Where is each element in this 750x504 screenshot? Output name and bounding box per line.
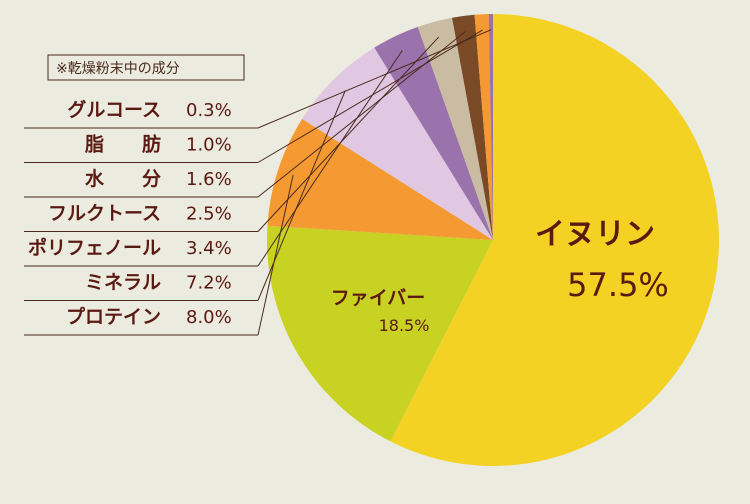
note-text: ※乾燥粉末中の成分 (56, 61, 180, 77)
pie-slice-8 (474, 14, 493, 241)
legend-name-7: 水 分 (85, 168, 161, 190)
inner-label-name-1: イヌリン (535, 217, 655, 252)
legend-name-9: グルコース (67, 98, 161, 121)
legend-name-3: プロテイン (66, 305, 161, 328)
pie-slice-2 (267, 225, 493, 442)
legend-value-5: 3.4% (186, 238, 232, 259)
inner-label-value-1: 57.5% (567, 266, 669, 304)
pie-slice-6 (417, 17, 493, 241)
inner-label-name-2: ファイバー (331, 287, 426, 309)
legend-value-3: 8.0% (186, 307, 232, 328)
pie-slice-9 (488, 14, 493, 240)
leader-line-8 (257, 29, 483, 163)
pie-slice-3 (267, 118, 493, 240)
leader-line-9 (257, 29, 492, 129)
pie-slice-1 (390, 14, 719, 466)
leader-lines (24, 29, 492, 336)
note-box (47, 54, 245, 81)
legend-name-4: ミネラル (85, 272, 161, 294)
legend-name-5: ポリフェノール (28, 236, 161, 259)
inner-label-value-2: 18.5% (379, 316, 430, 335)
legend-name-6: フルクトース (48, 203, 161, 225)
inner-labels: イヌリン 57.5% ファイバー 18.5% (331, 217, 669, 335)
legend-value-6: 2.5% (186, 204, 232, 225)
leader-line-5 (257, 50, 403, 267)
leader-line-4 (257, 90, 346, 301)
leader-line-7 (257, 31, 466, 198)
legend-labels: グルコース 0.3% 脂 肪 1.0% 水 分 1.6% フルクトース 2.5% ポリフェノール… (28, 98, 232, 328)
legend-name-8: 脂 肪 (85, 133, 161, 156)
legend-value-4: 7.2% (186, 273, 232, 294)
pie-slice-4 (302, 47, 493, 240)
pie-slices (267, 14, 719, 466)
legend-value-9: 0.3% (186, 100, 232, 121)
legend-value-8: 1.0% (186, 135, 232, 156)
legend-value-7: 1.6% (186, 169, 232, 190)
leader-line-3 (257, 174, 294, 336)
pie-slice-7 (452, 14, 493, 241)
